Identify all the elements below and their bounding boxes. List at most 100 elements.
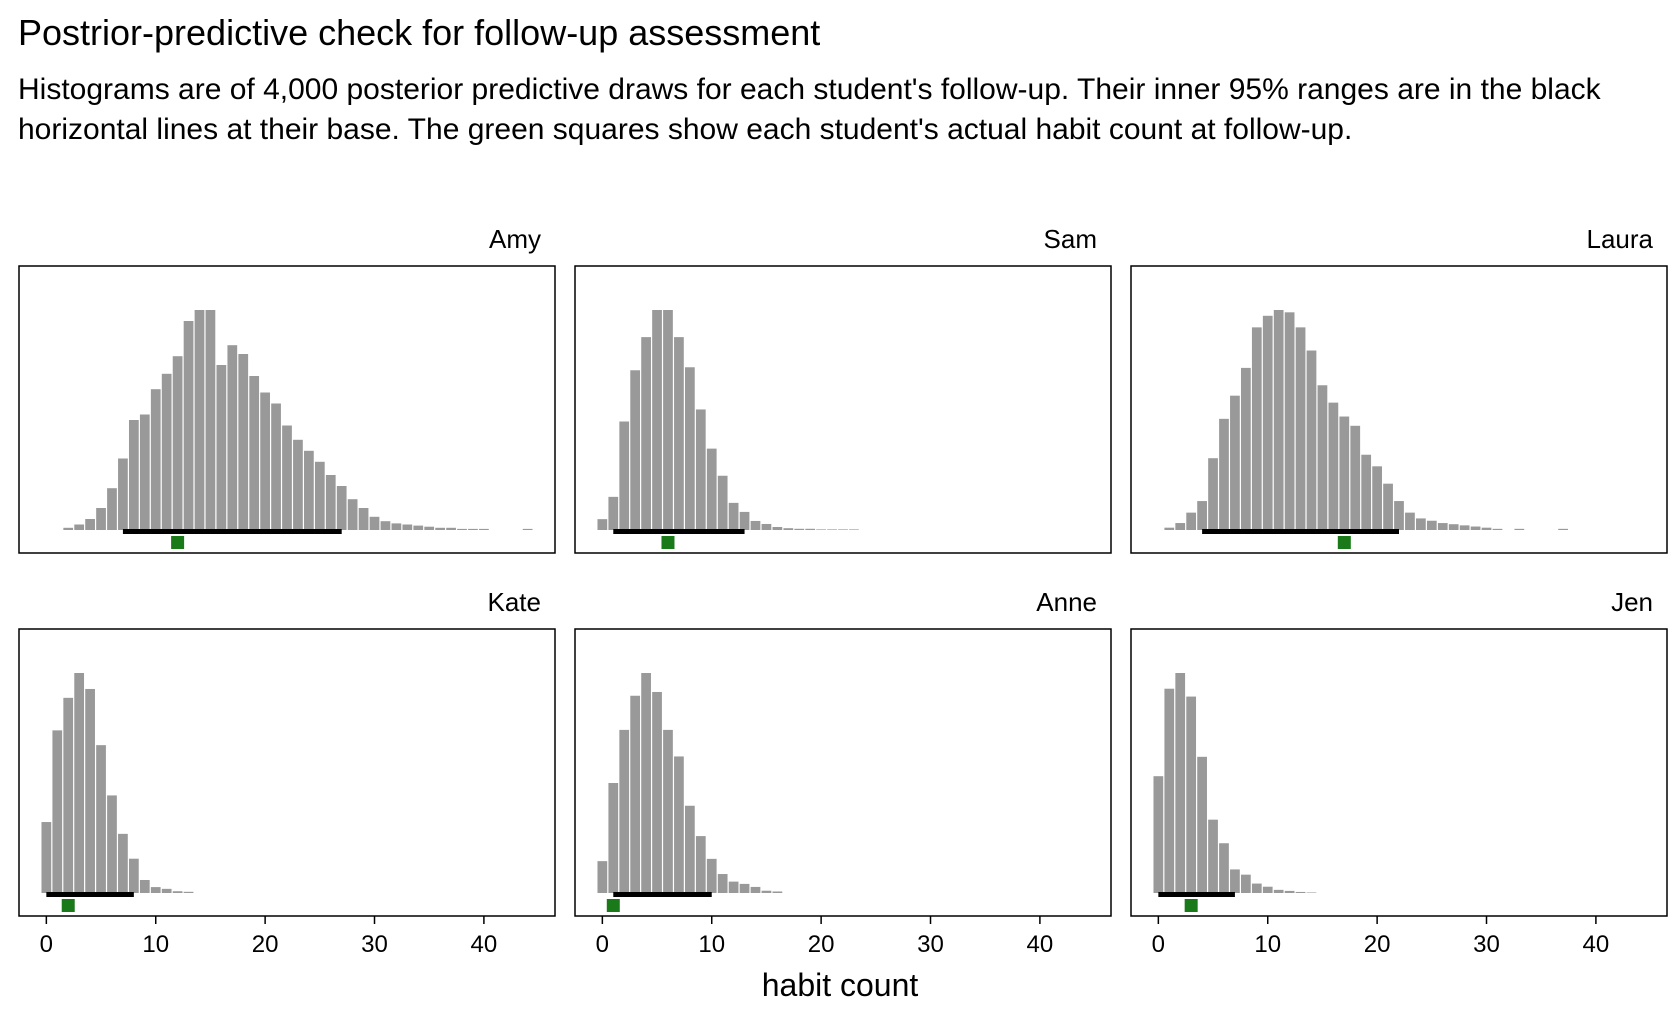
facet-panel-jen: Jen 0 10 20 30 40	[1130, 587, 1668, 958]
histogram-bar	[641, 673, 651, 893]
histogram-bar	[249, 376, 260, 530]
histogram-bar	[728, 881, 739, 893]
histogram-bar	[107, 488, 117, 530]
panel-border	[1130, 265, 1668, 554]
histogram-bar	[139, 414, 150, 530]
histogram-bar	[74, 524, 85, 530]
histogram-bar	[739, 883, 750, 893]
histogram-bar	[1459, 525, 1470, 530]
x-tick-label: 10	[1254, 931, 1281, 958]
histogram-bar	[1208, 819, 1218, 893]
facet-label: Kate	[488, 587, 542, 617]
histogram-bar	[663, 729, 673, 893]
histogram-bar	[849, 529, 859, 530]
histogram-bar	[347, 499, 358, 530]
histogram-bar	[827, 529, 837, 530]
facet-panel-amy: Amy	[18, 224, 556, 554]
histogram-bar	[183, 891, 194, 893]
x-tick-label: 40	[471, 931, 498, 958]
histogram-bar	[479, 528, 489, 530]
histogram-bar	[1361, 454, 1372, 530]
histogram-bar	[1262, 315, 1273, 530]
histogram-bar	[358, 508, 369, 530]
histogram-bar	[118, 458, 128, 530]
histogram-bar	[706, 448, 717, 530]
histogram-bar	[695, 836, 706, 893]
histogram-bar	[1514, 528, 1525, 530]
x-tick-label: 10	[142, 931, 169, 958]
histogram-bar	[1230, 395, 1240, 530]
histogram-bar	[402, 524, 413, 530]
histogram-bar	[96, 745, 106, 893]
facet-label: Amy	[489, 224, 541, 254]
x-tick-label: 0	[596, 931, 609, 958]
histogram-bar	[183, 321, 194, 530]
x-tick-label: 20	[808, 931, 835, 958]
histogram-bar	[391, 523, 402, 530]
histogram-bar	[1306, 892, 1317, 893]
panel-border	[18, 628, 556, 917]
observed-value-square	[606, 899, 620, 912]
histogram-bar	[380, 521, 391, 530]
histogram-bar	[336, 486, 347, 530]
histogram-bar	[1175, 673, 1186, 893]
facet-label: Laura	[1587, 224, 1654, 254]
histogram-bar	[772, 891, 783, 893]
observed-value-square	[61, 899, 75, 912]
histogram-bar	[1230, 869, 1240, 893]
histogram-bar	[238, 354, 249, 530]
histogram-bar	[85, 519, 95, 530]
histogram-bar	[728, 502, 739, 530]
facet-panel-laura: Laura	[1130, 224, 1668, 554]
histogram-bar	[1284, 312, 1295, 530]
histogram-bar	[304, 450, 314, 530]
histogram-bar	[1219, 418, 1229, 530]
histogram-bar	[652, 691, 662, 893]
histogram-bar	[1251, 327, 1262, 530]
histogram-bar	[63, 527, 74, 530]
histogram-bar	[1251, 883, 1262, 893]
histogram-bar	[1273, 310, 1284, 530]
histogram-bar	[608, 783, 619, 893]
histogram-bar	[1426, 520, 1437, 530]
histogram-bar	[1306, 350, 1317, 530]
histogram-bar	[1197, 501, 1207, 530]
histogram-bar	[1437, 523, 1448, 530]
histogram-bar	[1153, 776, 1164, 893]
facet-label: Anne	[1036, 587, 1097, 617]
histogram-bar	[457, 528, 467, 530]
x-tick-label: 40	[1583, 931, 1610, 958]
histogram-bar	[1262, 886, 1273, 893]
facet-label: Jen	[1611, 587, 1653, 617]
histogram-bar	[717, 475, 728, 530]
histogram-bar	[761, 523, 772, 530]
observed-value-square	[1337, 536, 1351, 549]
panel-border	[18, 265, 556, 554]
histogram-bar	[619, 729, 630, 893]
x-tick-label: 40	[1027, 931, 1054, 958]
histogram-bar	[1470, 526, 1481, 530]
histogram-bar	[1219, 843, 1229, 893]
chart-subtitle: Histograms are of 4,000 posterior predic…	[18, 73, 1601, 146]
histogram-bar	[1240, 874, 1251, 893]
x-tick-label: 30	[1473, 931, 1500, 958]
histogram-bar	[772, 526, 783, 530]
histogram-bar	[717, 874, 728, 893]
histogram-bar	[128, 858, 139, 893]
histogram-bar	[325, 475, 336, 530]
panel-border	[574, 628, 1112, 917]
histogram-bar	[161, 373, 172, 530]
histogram-bar	[641, 337, 651, 530]
histogram-bar	[619, 421, 630, 530]
histogram-bar	[838, 529, 848, 530]
histogram-bar	[805, 528, 816, 530]
chart-title: Postrior-predictive check for follow-up …	[18, 12, 821, 53]
panel-border	[1130, 628, 1668, 917]
histogram-bar	[1186, 512, 1197, 530]
histogram-bar	[413, 525, 424, 530]
histogram-bar	[41, 822, 52, 893]
histogram-bar	[630, 695, 641, 893]
histogram-bar	[96, 508, 106, 530]
histogram-bar	[446, 527, 456, 530]
x-axis-label: habit count	[762, 967, 919, 1003]
